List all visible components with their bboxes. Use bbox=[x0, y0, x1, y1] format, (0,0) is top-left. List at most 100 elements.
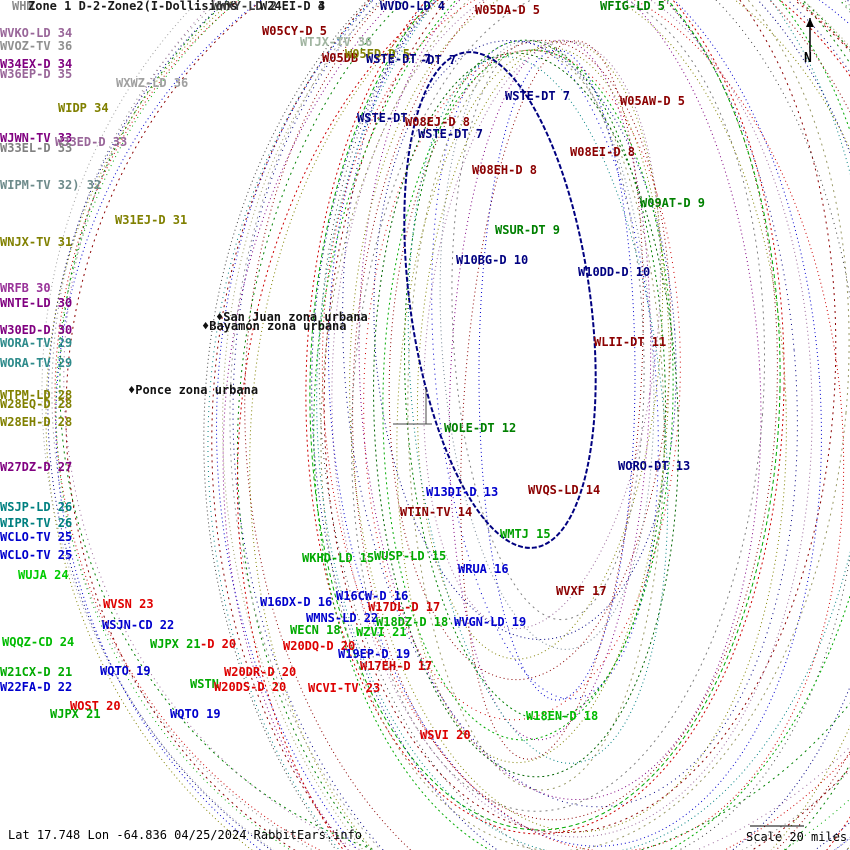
north-arrow-head-icon bbox=[806, 18, 814, 27]
station-label: WIPR-TV 26 bbox=[0, 516, 73, 530]
station-label: W21CX-D 21 bbox=[0, 665, 73, 679]
station-label: WSVI 20 bbox=[420, 728, 471, 742]
station-label: WSUR-DT 9 bbox=[495, 223, 561, 237]
coverage-contour bbox=[216, 0, 850, 850]
city-label: ♦Bayamón zona urbana bbox=[202, 319, 347, 333]
station-label: WTIN-TV 14 bbox=[400, 505, 473, 519]
station-label: W24EI-D 4 bbox=[260, 0, 326, 13]
station-label: W10DD-D 10 bbox=[578, 265, 651, 279]
station-label: WSJP-LD 26 bbox=[0, 500, 73, 514]
coverage-contour bbox=[451, 39, 645, 621]
station-label: WVKO-LD 34 bbox=[0, 26, 73, 40]
coverage-contour bbox=[350, 0, 766, 812]
station-label: WJPX 21 bbox=[50, 707, 101, 721]
station-label: WOST 20 bbox=[70, 699, 121, 713]
station-label: WQQZ-CD 24 bbox=[2, 635, 75, 649]
coverage-contour bbox=[431, 40, 659, 700]
station-label: WRFB 30 bbox=[0, 281, 51, 295]
station-label: W18DZ-D 18 bbox=[376, 615, 449, 629]
station-label: W33EL-D 33 bbox=[0, 141, 73, 155]
station-label: WVQS-LD 14 bbox=[528, 483, 601, 497]
station-label: W09AT-D 9 bbox=[640, 196, 706, 210]
station-label: W16CW-D 16 bbox=[336, 589, 409, 603]
station-label: W20DQ-D 20 bbox=[283, 639, 356, 653]
coverage-contour bbox=[448, 39, 652, 741]
station-label: WRUA 16 bbox=[458, 562, 509, 576]
coverage-contour bbox=[309, 0, 781, 831]
coverage-contour bbox=[404, 39, 666, 721]
station-label: Zone 1 D-2-Zone2(I-Dollisions bbox=[28, 0, 238, 13]
station-label: WORA-TV 29 bbox=[0, 336, 73, 350]
station-label: -DT 7 bbox=[420, 53, 457, 67]
station-label: W20DS-D 20 bbox=[214, 680, 287, 694]
coverage-contour bbox=[236, 0, 850, 850]
coverage-contour bbox=[407, 56, 669, 764]
north-label: N bbox=[804, 51, 812, 66]
coverage-contour bbox=[328, 0, 822, 847]
coverage-contour bbox=[478, 49, 636, 701]
status-bar-text: Lat 17.748 Lon -64.836 04/25/2024 Rabbit… bbox=[8, 828, 363, 842]
coverage-contour bbox=[313, 0, 850, 850]
station-label: WFIG-LD 5 bbox=[600, 0, 666, 13]
station-label: WSJN-CD 22 bbox=[102, 618, 175, 632]
coverage-contour bbox=[373, 40, 677, 640]
coverage-contour bbox=[396, 46, 670, 764]
station-label: WKHD-LD 15 bbox=[302, 551, 375, 565]
station-label: WNJX-TV 31 bbox=[0, 235, 73, 249]
station-label: WTJX-TV 36 bbox=[300, 35, 373, 49]
station-label: W05DA-D 5 bbox=[475, 3, 541, 17]
coverage-contour bbox=[59, 0, 850, 850]
coverage-contour bbox=[331, 0, 813, 838]
station-label: W33ED-D 33 bbox=[55, 135, 128, 149]
station-label: WZVI 21 bbox=[356, 625, 407, 639]
station-label: W08EJ-D 8 bbox=[405, 115, 471, 129]
station-label: W28EQ-D 28 bbox=[0, 397, 73, 411]
station-label: W22FA-D 22 bbox=[0, 680, 73, 694]
station-label: WVXF 17 bbox=[556, 584, 607, 598]
coverage-contour bbox=[382, 49, 674, 741]
station-label: WUSP-LD 15 bbox=[374, 549, 447, 563]
station-label: W05CY-D 5 bbox=[262, 24, 328, 38]
city-label: ♦Ponce zona urbana bbox=[128, 383, 259, 397]
station-label: W20DR-D 20 bbox=[224, 665, 297, 679]
station-label: W10BG-D 10 bbox=[456, 253, 529, 267]
station-label: WLII-DT 11 bbox=[594, 335, 667, 349]
station-label: W28EH-D 28 bbox=[0, 415, 73, 429]
coverage-contour bbox=[416, 40, 664, 660]
station-label: WSTN bbox=[190, 677, 219, 691]
coverage-contour bbox=[320, 0, 850, 850]
station-label: W08EH-D 8 bbox=[472, 163, 538, 177]
station-label: 3 bbox=[318, 0, 326, 13]
coverage-contour bbox=[363, 49, 681, 721]
scale-label: Scale 20 miles bbox=[746, 830, 848, 844]
station-label: W05AW-D 5 bbox=[620, 94, 686, 108]
coverage-contour bbox=[423, 40, 661, 630]
coverage-contour bbox=[249, 0, 850, 850]
station-label: WCLO-TV 25 bbox=[0, 548, 73, 562]
station-label: W34EX-D 34 bbox=[0, 57, 73, 71]
station-label: WMNS-LD 22 bbox=[306, 611, 379, 625]
station-label: W36EP-D 35 bbox=[0, 67, 73, 81]
station-label: WIDP 34 bbox=[58, 101, 109, 115]
station-label: WUJA 24 bbox=[18, 568, 69, 582]
coverage-contour bbox=[403, 51, 597, 549]
station-label: W16DX-D 16 bbox=[260, 595, 333, 609]
station-label: W19EP-D 19 bbox=[338, 647, 411, 661]
station-label: WORO-DT 13 bbox=[618, 459, 691, 473]
station-label: WCVI-TV 23 bbox=[308, 681, 381, 695]
coverage-contours bbox=[41, 0, 850, 850]
station-label: W31EJ-D 31 bbox=[115, 213, 188, 227]
station-label: WNTE-LD 30 bbox=[0, 296, 73, 310]
station-label: WORA-TV 29 bbox=[0, 356, 73, 370]
coverage-contour bbox=[54, 0, 850, 850]
station-label: WVSN 23 bbox=[103, 597, 154, 611]
coverage-contour bbox=[203, 0, 850, 850]
coverage-contour bbox=[358, 0, 762, 801]
station-label: WQTO 19 bbox=[100, 664, 151, 678]
coverage-contour bbox=[342, 0, 798, 808]
station-label: WMTJ 15 bbox=[500, 527, 551, 541]
coverage-contour bbox=[460, 40, 644, 760]
station-label: WSTE-DT bbox=[357, 111, 408, 125]
station-label: W27DZ-D 27 bbox=[0, 460, 73, 474]
station-label: WVDO-LD 4 bbox=[380, 0, 446, 13]
